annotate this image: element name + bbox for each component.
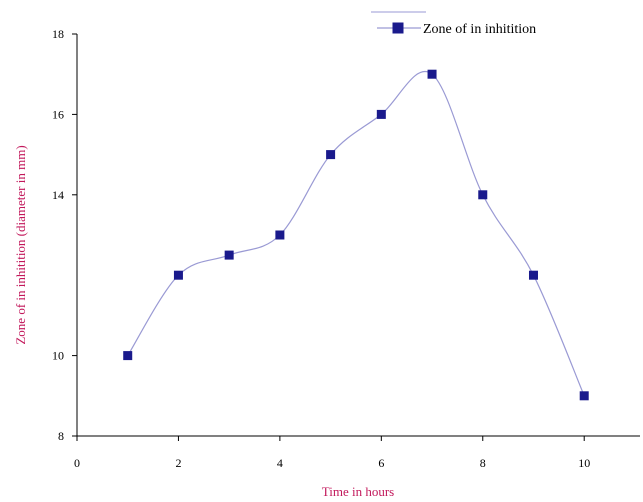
x-tick-label: 6 bbox=[378, 456, 384, 470]
data-point bbox=[123, 351, 133, 361]
legend-label: Zone of in inhitition bbox=[423, 22, 536, 37]
y-ticks: 8 10 14 16 18 bbox=[52, 27, 77, 443]
x-tick-label: 4 bbox=[277, 456, 283, 470]
x-tick-label: 2 bbox=[175, 456, 181, 470]
x-tick-label: 8 bbox=[480, 456, 486, 470]
y-axis-title: Zone of in inhitition (diameter in mm) bbox=[13, 145, 28, 344]
y-tick-label: 8 bbox=[58, 429, 64, 443]
data-point bbox=[579, 391, 589, 401]
series-curve bbox=[127, 71, 585, 397]
data-point bbox=[326, 150, 336, 160]
series-markers bbox=[123, 69, 589, 401]
x-tick-label: 0 bbox=[74, 456, 80, 470]
axes bbox=[76, 34, 640, 437]
y-tick-label: 10 bbox=[52, 349, 64, 363]
data-point bbox=[478, 190, 488, 200]
data-point bbox=[427, 69, 437, 79]
x-tick-label: 10 bbox=[578, 456, 590, 470]
y-tick-label: 14 bbox=[52, 188, 64, 202]
data-point bbox=[173, 270, 183, 280]
data-point bbox=[275, 230, 285, 240]
x-ticks: 0 2 4 6 8 10 bbox=[74, 436, 590, 470]
data-point bbox=[528, 270, 538, 280]
legend-marker bbox=[392, 22, 404, 34]
x-axis-title: Time in hours bbox=[322, 484, 394, 499]
legend: Zone of in inhitition bbox=[371, 11, 536, 37]
data-point bbox=[224, 250, 234, 260]
y-tick-label: 18 bbox=[52, 27, 64, 41]
data-point bbox=[376, 109, 386, 119]
y-tick-label: 16 bbox=[52, 107, 64, 121]
